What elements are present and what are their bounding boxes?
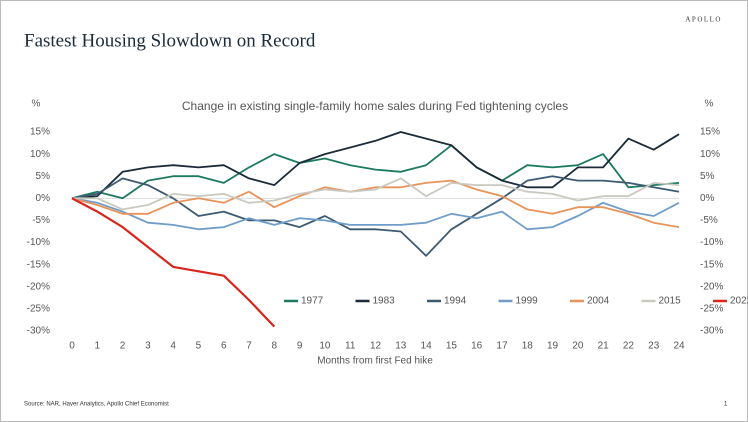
page-number: 1: [724, 402, 728, 408]
series-line: [71, 144, 680, 200]
x-tick-label: 2: [120, 341, 126, 352]
series-line: [71, 131, 680, 200]
y-tick-label-right: 15%: [700, 127, 720, 138]
chart-subtitle: Change in existing single-family home sa…: [182, 99, 568, 113]
y-tick-label-right: 0%: [700, 193, 715, 204]
x-tick-label: 4: [170, 341, 176, 352]
legend-label: 1999: [516, 296, 539, 307]
x-tick-label: 8: [272, 341, 278, 352]
series-line: [71, 197, 276, 328]
y-tick-label: 10%: [30, 149, 50, 160]
series-line: [71, 175, 680, 257]
x-tick-label: 9: [297, 341, 303, 352]
source: Source: NAR, Haver Analytics, Apollo Chi…: [24, 402, 169, 408]
x-tick-label: 5: [196, 341, 202, 352]
legend-label: 1983: [373, 296, 396, 307]
y-tick-label: 15%: [30, 127, 50, 138]
y-unit-right: %: [705, 99, 714, 110]
x-tick-label: 10: [319, 341, 331, 352]
y-tick-label: -15%: [27, 259, 50, 270]
x-tick-label: 11: [345, 341, 356, 352]
legend-label: 2015: [659, 296, 682, 307]
y-tick-label-right: -30%: [700, 326, 723, 337]
y-tick-label: -30%: [27, 326, 50, 337]
series-line: [71, 179, 680, 228]
legend-label: 2022: [730, 296, 748, 307]
y-tick-label-right: 5%: [700, 171, 715, 182]
x-tick-label: 20: [572, 341, 584, 352]
x-tick-label: 13: [395, 341, 407, 352]
y-tick-label: 5%: [36, 171, 51, 182]
x-tick-label: 12: [370, 341, 382, 352]
legend-label: 2004: [587, 296, 610, 307]
brand: APOLLO: [685, 16, 722, 24]
y-tick-label-right: -10%: [700, 237, 723, 248]
x-tick-label: 15: [446, 341, 458, 352]
x-tick-label: 18: [522, 341, 534, 352]
series-line: [72, 177, 680, 211]
legend-label: 1994: [444, 296, 467, 307]
y-tick-label-right: 10%: [700, 149, 720, 160]
x-tick-label: 6: [221, 341, 227, 352]
x-tick-label: 17: [496, 341, 508, 352]
x-tick-label: 22: [623, 341, 635, 352]
x-axis-label: Months from first Fed hike: [317, 356, 433, 367]
y-tick-label-right: -15%: [700, 259, 723, 270]
x-tick-label: 21: [598, 341, 610, 352]
x-tick-label: 24: [673, 341, 685, 352]
x-tick-label: 7: [246, 341, 252, 352]
x-tick-label: 19: [547, 341, 559, 352]
x-tick-label: 1: [95, 341, 101, 352]
y-unit-left: %: [32, 99, 41, 110]
y-tick-label: 0%: [36, 193, 51, 204]
y-tick-label: -10%: [27, 237, 50, 248]
y-tick-label-right: -20%: [700, 281, 723, 292]
series-line: [71, 197, 680, 231]
x-tick-label: 0: [69, 341, 75, 352]
y-tick-label: -25%: [27, 304, 50, 315]
x-tick-label: 14: [421, 341, 433, 352]
legend-label: 1977: [301, 296, 324, 307]
x-tick-label: 16: [471, 341, 483, 352]
y-tick-label-right: -25%: [700, 304, 723, 315]
y-tick-label-right: -5%: [700, 215, 718, 226]
x-tick-label: 23: [648, 341, 660, 352]
chart-title: Fastest Housing Slowdown on Record: [24, 30, 316, 51]
y-tick-label: -5%: [32, 215, 50, 226]
y-tick-label: -20%: [27, 281, 50, 292]
x-tick-label: 3: [145, 341, 151, 352]
